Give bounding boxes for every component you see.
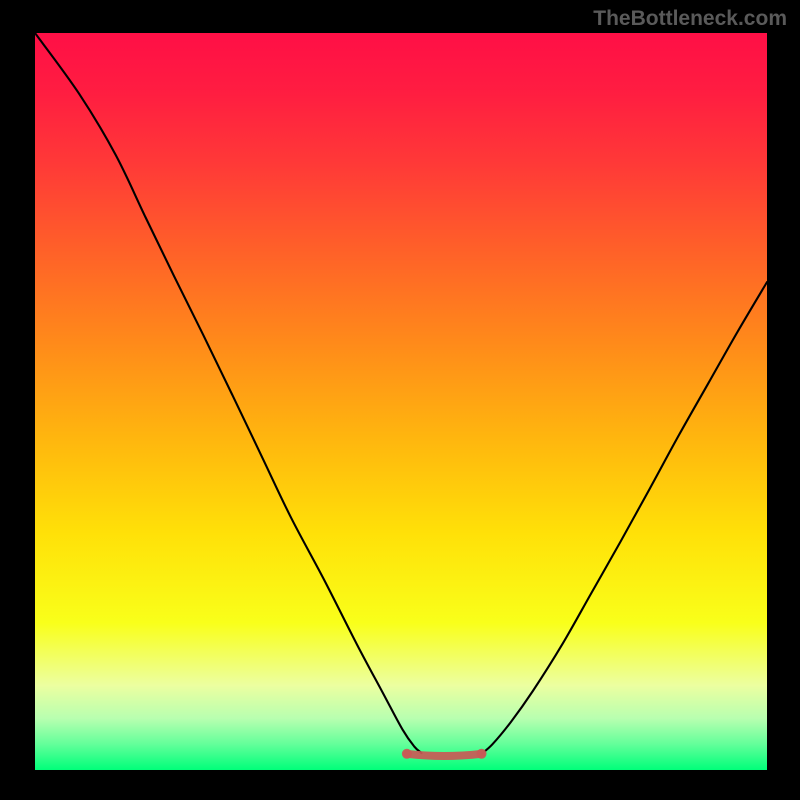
highlight-endpoint-right xyxy=(477,749,487,759)
optimal-range-highlight xyxy=(407,754,482,756)
watermark-text: TheBottleneck.com xyxy=(593,7,787,31)
highlight-endpoint-left xyxy=(402,749,412,759)
plot-area xyxy=(35,33,767,770)
chart-frame: TheBottleneck.com xyxy=(0,0,800,800)
left-curve xyxy=(35,33,422,753)
chart-overlay xyxy=(35,33,767,770)
right-curve xyxy=(482,282,767,754)
